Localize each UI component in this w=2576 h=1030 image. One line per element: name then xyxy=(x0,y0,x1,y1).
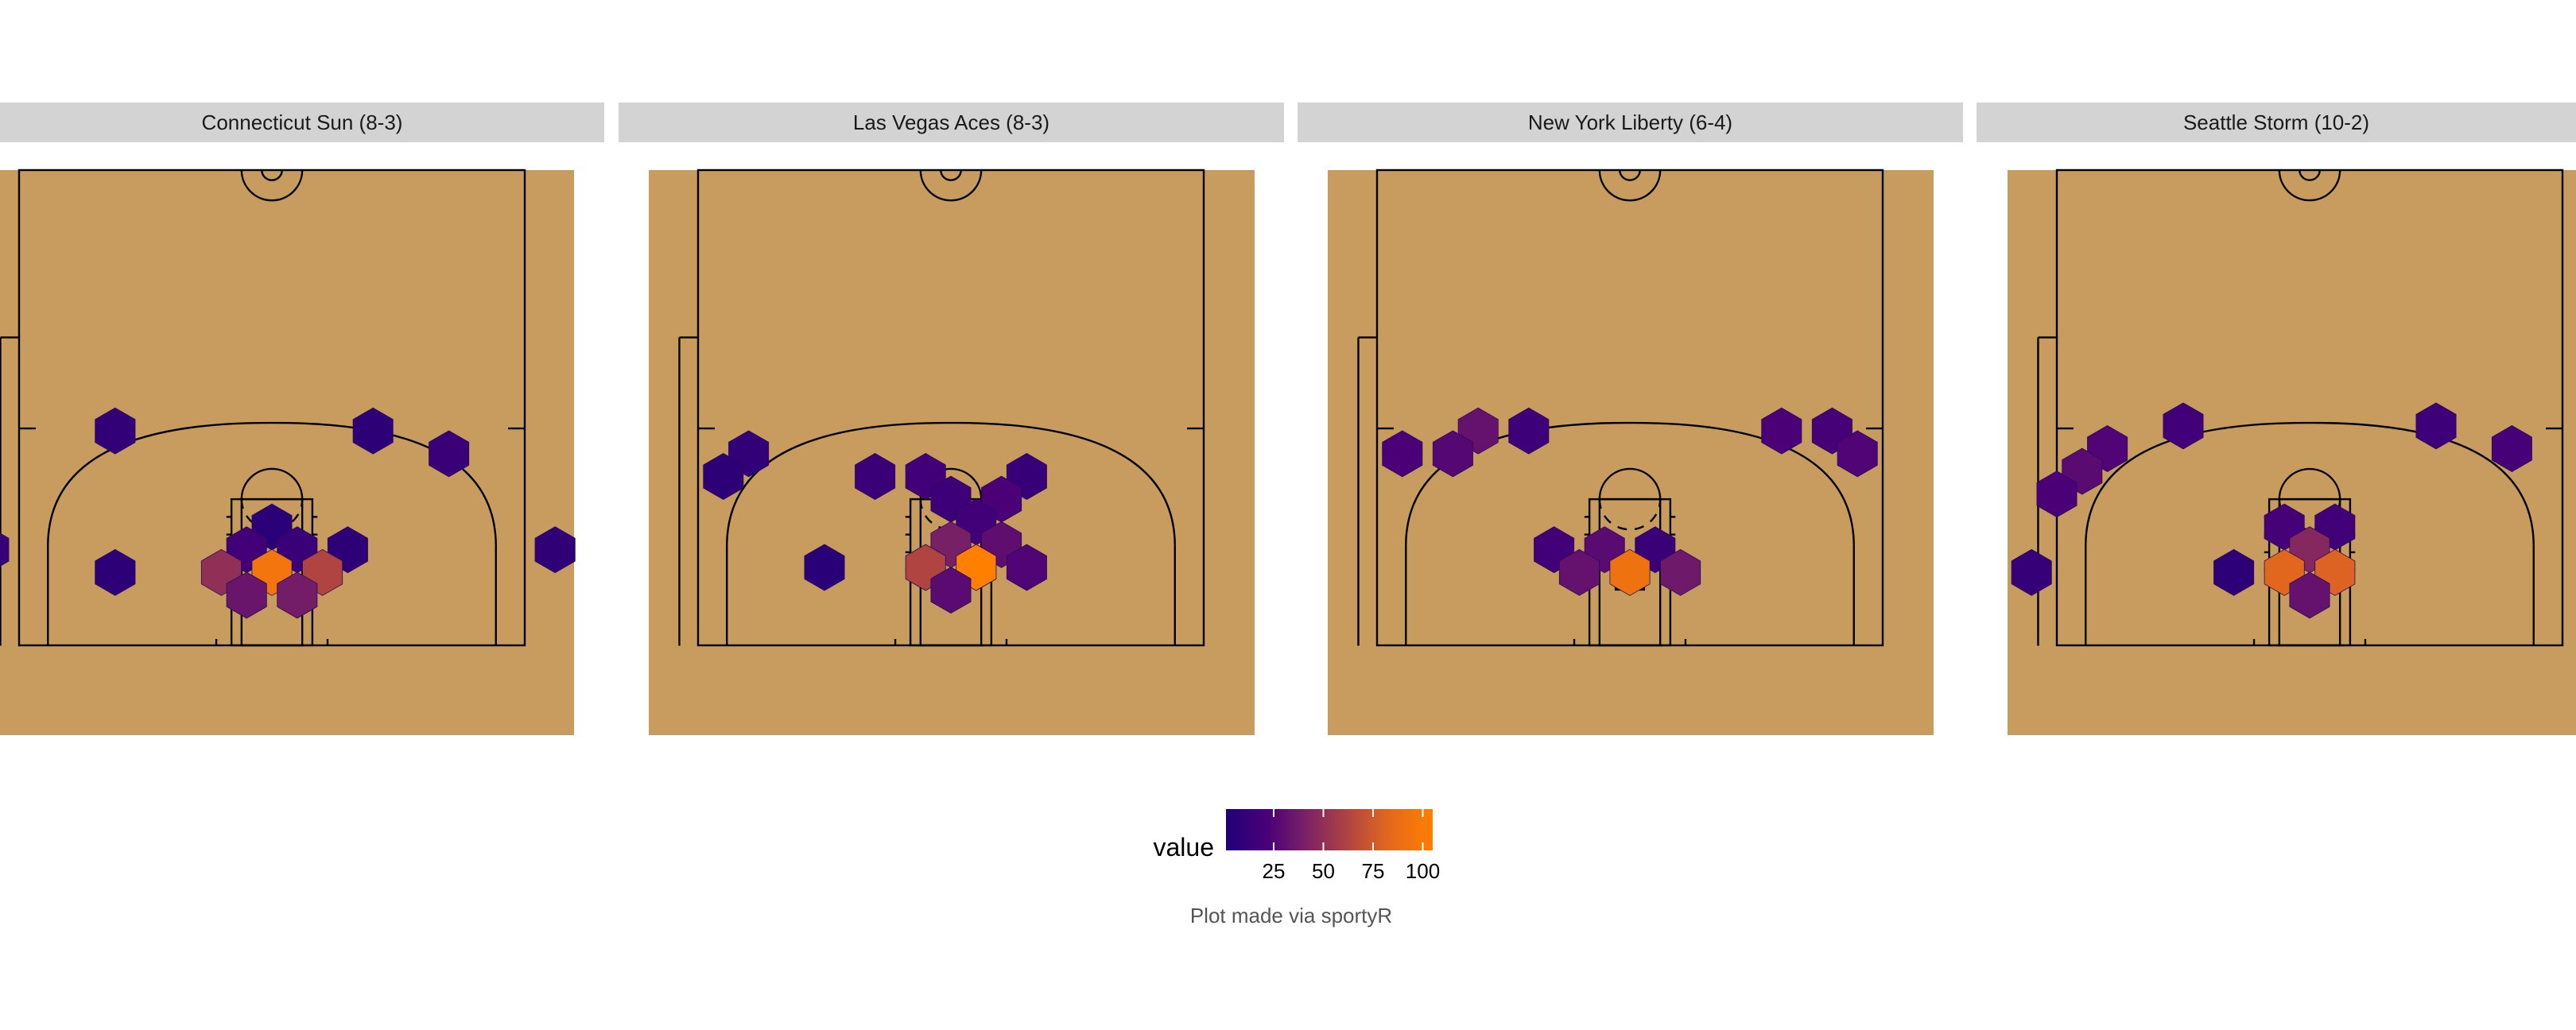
free-throw-circle-top xyxy=(240,467,304,500)
free-throw-circle-top xyxy=(2278,467,2341,500)
three-point-arc xyxy=(47,421,497,545)
hexbin xyxy=(804,544,845,591)
hexbin xyxy=(2011,548,2052,596)
court-floor xyxy=(0,170,574,735)
three-point-arc xyxy=(726,421,1176,545)
facet-title: New York Liberty (6-4) xyxy=(1528,110,1732,134)
center-circle-outer xyxy=(919,169,983,202)
hexbins xyxy=(0,407,576,619)
facet-strip xyxy=(1298,103,1963,142)
center-circle-outer xyxy=(1598,169,1662,202)
hexbin xyxy=(1660,548,1701,596)
legend-tick-label: 25 xyxy=(1263,859,1286,883)
facet-panel: Las Vegas Aces (8-3) xyxy=(619,103,1284,735)
facet-title: Seattle Storm (10-2) xyxy=(2183,110,2369,134)
hexbin xyxy=(352,407,394,455)
hexbin xyxy=(2163,402,2204,450)
hexbin xyxy=(1432,430,1473,478)
hexbin xyxy=(2036,470,2077,518)
center-circle-outer xyxy=(240,169,304,202)
facet-panel: Connecticut Sun (8-3) xyxy=(0,103,604,735)
court-lines xyxy=(1357,168,1884,647)
center-circle-outer xyxy=(2278,169,2341,202)
facet-title: Las Vegas Aces (8-3) xyxy=(853,110,1049,134)
color-legend: value 25 50 75 100 xyxy=(1154,809,1440,883)
hexbin xyxy=(2491,425,2532,472)
hexbin xyxy=(277,571,318,619)
hexbin xyxy=(1558,548,1600,596)
hexbin xyxy=(429,430,470,478)
hexbin xyxy=(95,407,136,455)
center-circle-inner xyxy=(261,169,283,181)
legend-tick-label: 50 xyxy=(1312,859,1335,883)
legend-colorbar xyxy=(1226,809,1433,850)
hexbin xyxy=(2415,402,2457,450)
facet-title: Connecticut Sun (8-3) xyxy=(202,110,403,134)
hexbin xyxy=(1508,407,1550,455)
hexbin xyxy=(1761,407,1802,455)
hexbin xyxy=(1006,544,1047,591)
facet-panels: Connecticut Sun (8-3) Las Vegas Aces (8-3… xyxy=(0,103,2576,735)
legend-title: value xyxy=(1154,833,1215,862)
hexbin xyxy=(1382,430,1423,478)
legend-tick-label: 75 xyxy=(1362,859,1385,883)
hexbin xyxy=(0,532,10,567)
hexbin xyxy=(2213,548,2255,596)
facet-panel: New York Liberty (6-4) xyxy=(1298,103,1963,735)
hexbin xyxy=(226,571,267,619)
free-throw-circle-top xyxy=(1598,467,1662,500)
hexbin xyxy=(703,453,744,500)
hexbin xyxy=(1609,548,1651,596)
facet-strip xyxy=(619,103,1284,142)
hexbin xyxy=(930,567,972,614)
three-point-arc xyxy=(1405,421,1855,545)
three-point-arc xyxy=(2085,421,2535,545)
hexbin xyxy=(1837,430,1878,478)
facet-strip xyxy=(0,103,604,142)
court-lines xyxy=(678,168,1205,647)
center-circle-inner xyxy=(2299,169,2321,181)
plot-caption: Plot made via sportyR xyxy=(1190,904,1392,927)
hexbin xyxy=(855,453,896,500)
hexbins xyxy=(2011,402,2532,619)
hexbin xyxy=(95,548,136,596)
facet-panel: Seattle Storm (10-2) xyxy=(1977,103,2576,735)
facet-strip xyxy=(1977,103,2576,142)
hexbin xyxy=(2289,571,2330,619)
hexbin xyxy=(534,526,576,574)
legend-ticks: 25 50 75 100 xyxy=(1263,809,1440,883)
legend-tick-label: 100 xyxy=(1406,859,1440,883)
center-circle-inner xyxy=(940,169,962,181)
hexbins xyxy=(703,430,1047,614)
court-lines xyxy=(2037,168,2564,647)
hexbins xyxy=(1382,407,1878,596)
center-circle-inner xyxy=(1619,169,1641,181)
